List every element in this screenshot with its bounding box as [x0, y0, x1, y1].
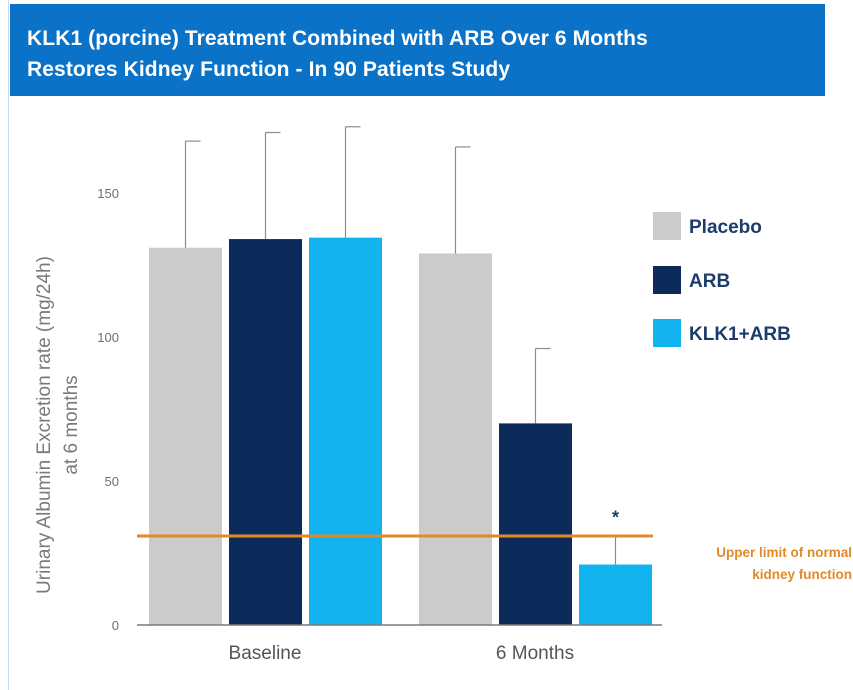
y-axis-title: Urinary Albumin Excretion rate (mg/24h) … — [34, 256, 82, 594]
bar — [309, 237, 382, 625]
y-tick-label: 150 — [97, 186, 119, 201]
chart-title-line1: KLK1 (porcine) Treatment Combined with A… — [27, 27, 648, 50]
chart-title-line2: Restores Kidney Function - In 90 Patient… — [27, 58, 511, 81]
title-banner: KLK1 (porcine) Treatment Combined with A… — [10, 4, 825, 96]
reference-label-line1: Upper limit of normal — [716, 545, 852, 560]
y-axis-label-line1: Urinary Albumin Excretion rate (mg/24h) — [34, 256, 55, 594]
reference-line-group: Upper limit of normal kidney function — [137, 534, 852, 582]
error-bars — [184, 126, 631, 565]
legend-label: KLK1+ARB — [689, 324, 791, 345]
bar — [149, 247, 222, 625]
legend-swatch — [653, 212, 681, 240]
x-axis-categories: Baseline 6 Months — [229, 643, 575, 664]
bar — [579, 564, 652, 625]
legend-label: ARB — [689, 271, 730, 292]
legend-swatch — [653, 266, 681, 294]
legend: Placebo ARB KLK1+ARB — [653, 212, 791, 347]
bars — [149, 237, 652, 626]
x-category-label: Baseline — [229, 643, 302, 664]
significance-marker: * — [612, 508, 619, 528]
bar — [229, 239, 302, 625]
y-axis-label-line2: at 6 months — [61, 375, 82, 474]
y-tick-label: 50 — [105, 474, 119, 489]
bar — [499, 423, 572, 625]
legend-label: Placebo — [689, 217, 762, 238]
chart-frame — [8, 0, 852, 690]
y-tick-label: 0 — [112, 618, 119, 633]
annotations: * — [612, 508, 619, 528]
y-axis-ticks: 0 50 100 150 — [97, 186, 119, 633]
y-tick-label: 100 — [97, 330, 119, 345]
bar — [419, 253, 492, 626]
legend-swatch — [653, 319, 681, 347]
reference-label-line2: kidney function — [752, 567, 852, 582]
x-category-label: 6 Months — [496, 643, 574, 664]
